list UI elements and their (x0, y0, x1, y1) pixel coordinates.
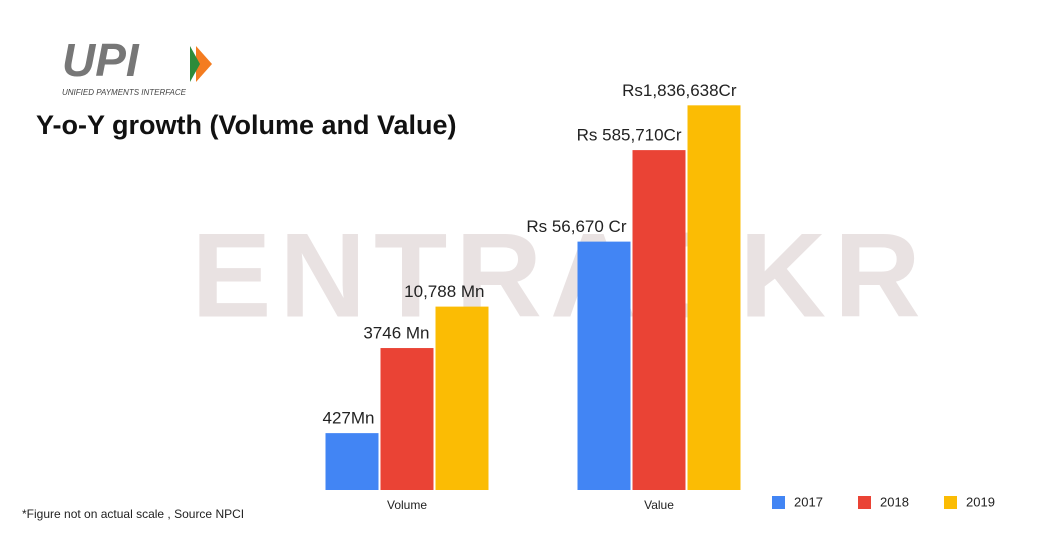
x-tick-label: Value (644, 498, 674, 512)
logo-arrow (196, 46, 212, 82)
legend-swatch (944, 496, 957, 509)
bar (687, 105, 741, 491)
bar (325, 433, 379, 490)
footnote: *Figure not on actual scale , Source NPC… (22, 507, 244, 521)
logo-arrow (190, 46, 200, 82)
watermark: ENTRACKR (191, 209, 928, 343)
legend-swatch (858, 496, 871, 509)
data-label: Rs1,836,638Cr (622, 81, 737, 100)
x-tick-label: Volume (387, 498, 427, 512)
data-label: Rs 585,710Cr (577, 126, 682, 145)
legend-label: 2017 (794, 494, 823, 509)
bar (435, 306, 489, 490)
bar (380, 348, 434, 490)
data-label: 10,788 Mn (404, 282, 484, 301)
bar (577, 241, 631, 490)
logo-mark: UPI (62, 34, 140, 86)
data-label: 3746 Mn (363, 324, 429, 343)
bar (632, 150, 686, 490)
chart-title: Y-o-Y growth (Volume and Value) (36, 110, 457, 140)
legend-label: 2018 (880, 494, 909, 509)
data-label: 427Mn (323, 409, 375, 428)
legend-swatch (772, 496, 785, 509)
legend-label: 2019 (966, 494, 995, 509)
data-label: Rs 56,670 Cr (526, 217, 626, 236)
logo-tagline: UNIFIED PAYMENTS INTERFACE (62, 88, 187, 97)
